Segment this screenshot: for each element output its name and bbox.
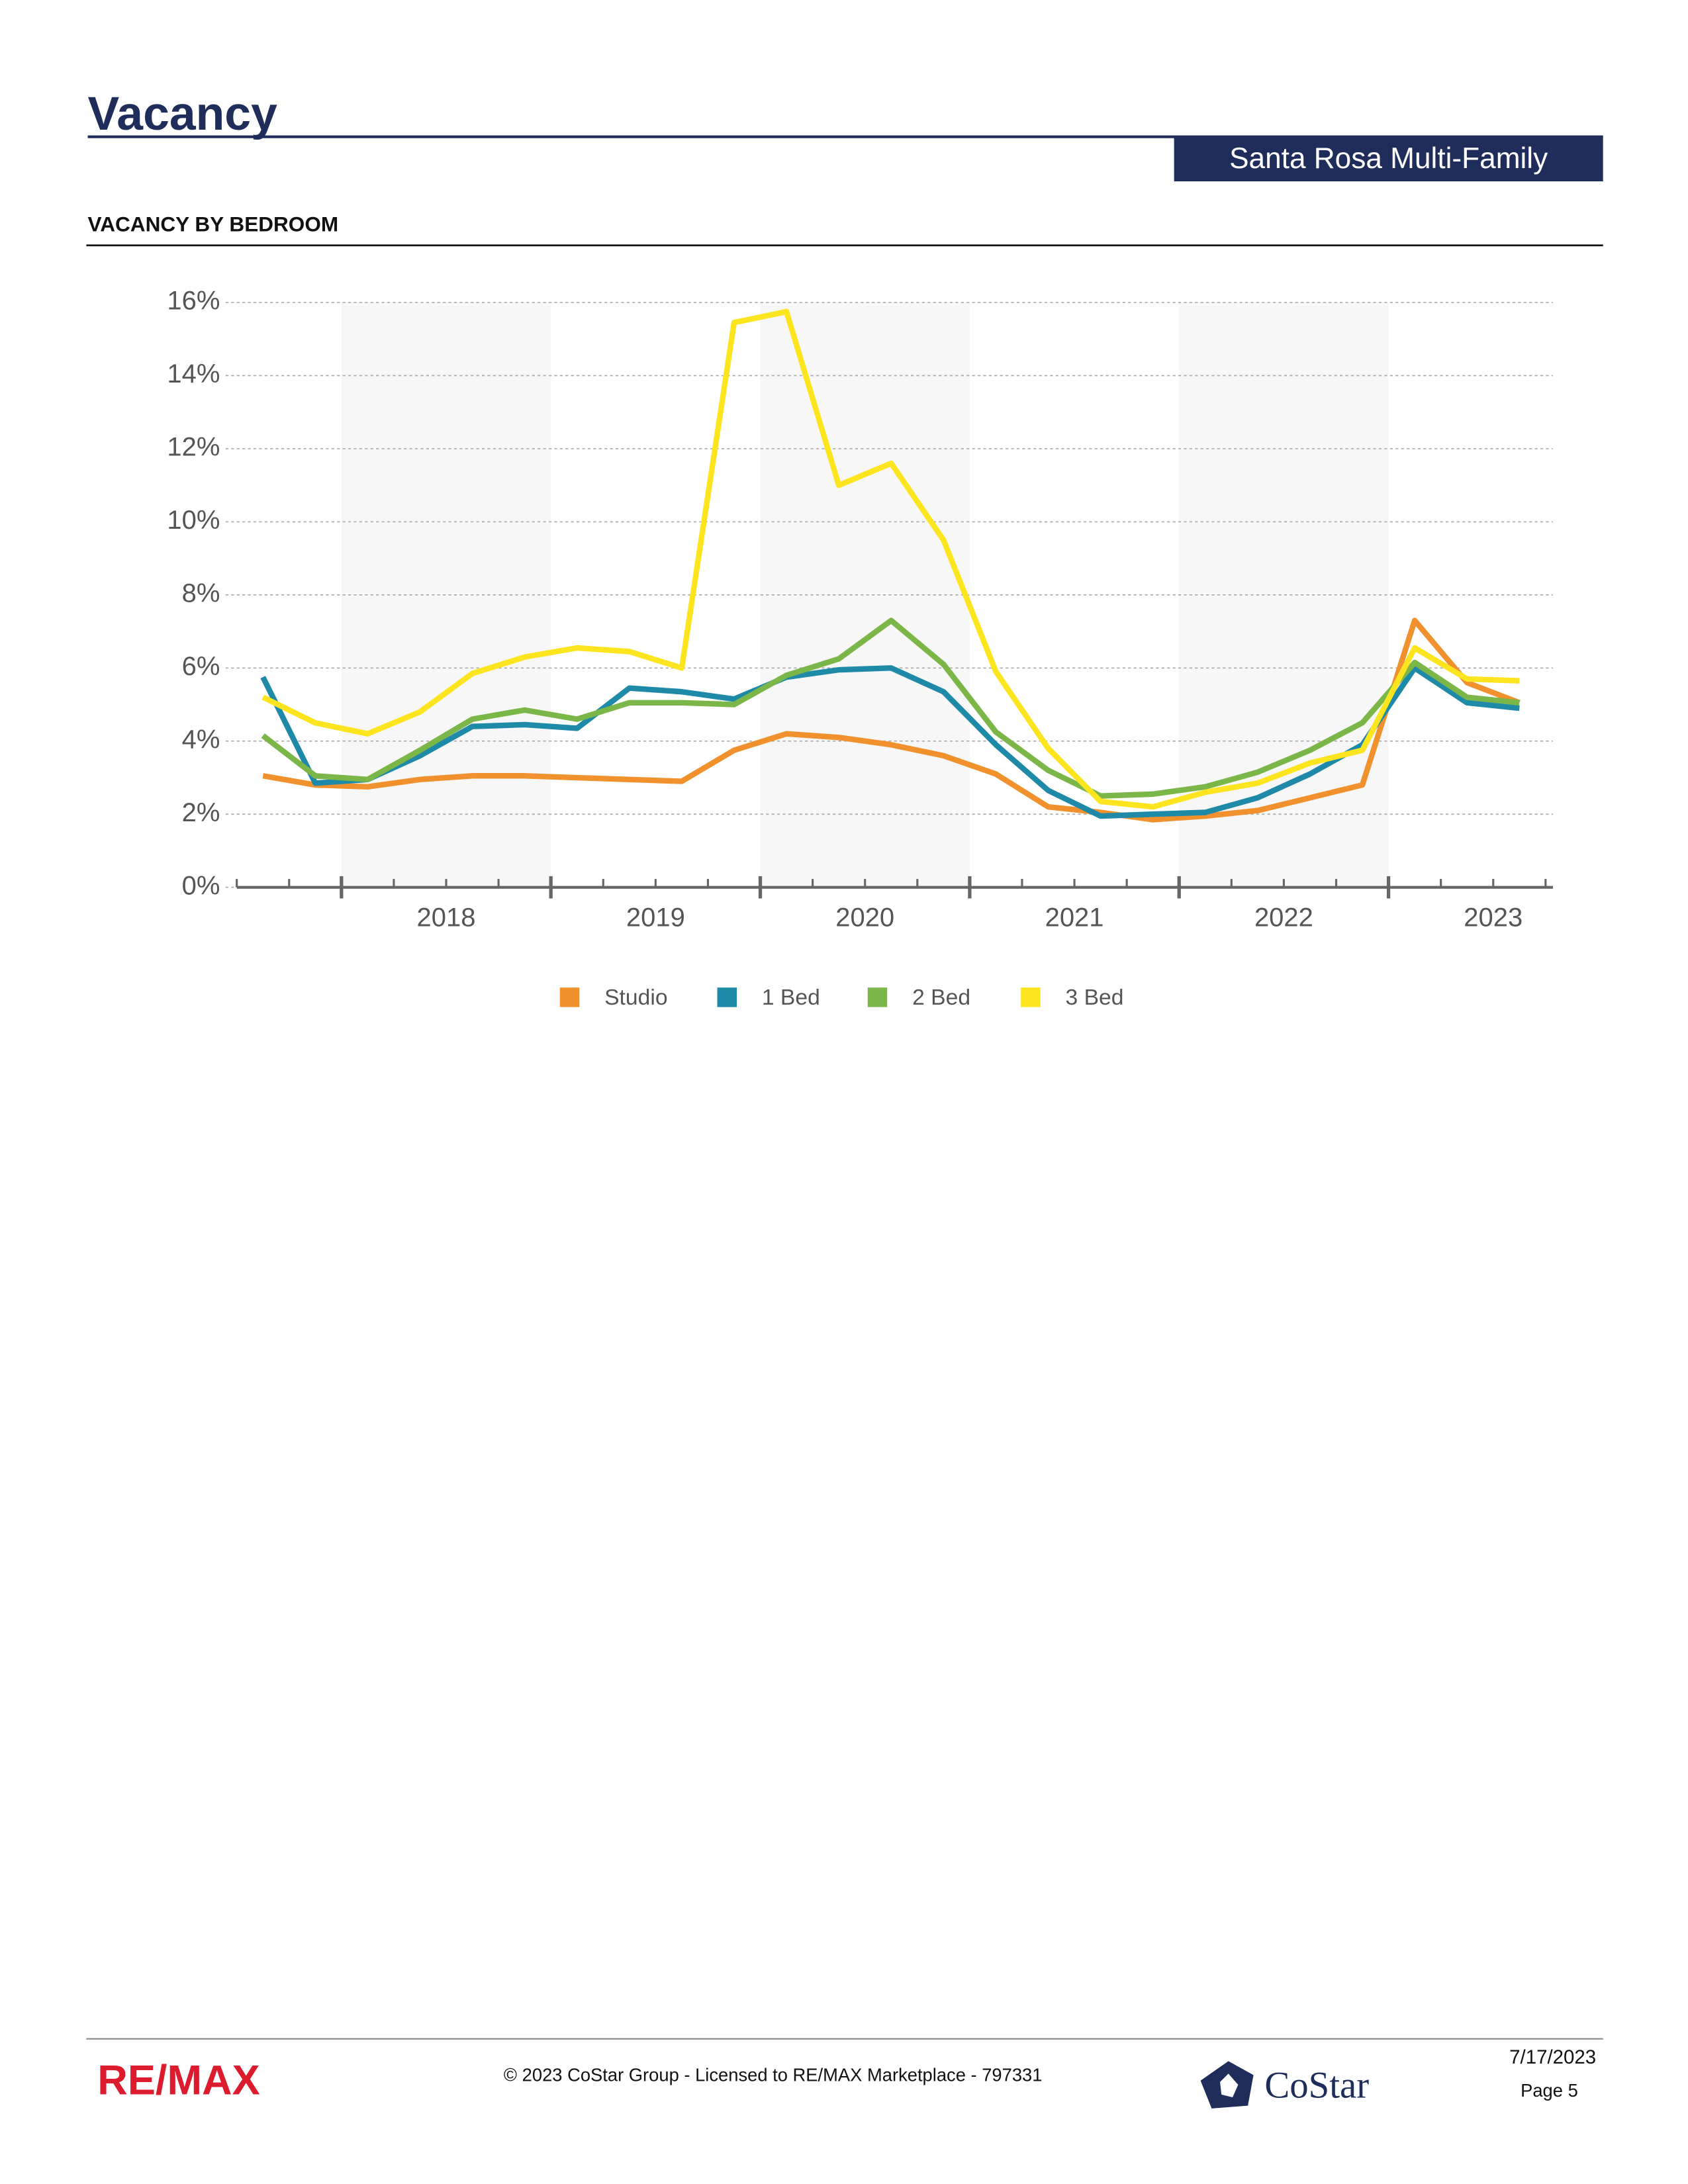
legend-label: 3 Bed	[1066, 985, 1124, 1010]
y-tick-label: 10%	[167, 506, 220, 535]
x-tick-label: 2022	[1254, 903, 1313, 933]
page-title: Vacancy	[88, 87, 278, 140]
copyright: © 2023 CoStar Group - Licensed to RE/MAX…	[504, 2065, 1043, 2085]
x-tick-label: 2020	[835, 903, 894, 933]
legend-label: 2 Bed	[912, 985, 970, 1010]
y-tick-label: 6%	[182, 652, 220, 681]
y-tick-label: 14%	[167, 359, 220, 388]
x-tick-label: 2023	[1464, 903, 1523, 933]
legend-swatch	[559, 987, 580, 1007]
legend-swatch	[867, 987, 888, 1007]
year-band	[760, 302, 970, 887]
logo-icon-center	[1220, 2073, 1239, 2098]
y-tick-label: 16%	[167, 287, 220, 316]
y-tick-label: 4%	[182, 725, 220, 754]
y-tick-label: 0%	[182, 871, 220, 900]
legend-label: 1 Bed	[762, 985, 820, 1010]
x-tick-label: 2018	[417, 903, 476, 933]
page-number: Page 5	[1521, 2080, 1578, 2101]
series-line	[260, 665, 1520, 819]
x-tick-label: 2019	[626, 903, 685, 933]
y-tick-label: 12%	[167, 433, 220, 462]
series-line	[261, 308, 1520, 810]
y-tick-label: 2%	[182, 798, 220, 827]
y-tick-label: 8%	[182, 578, 220, 608]
badge-text: Santa Rosa Multi-Family	[1229, 142, 1548, 175]
series-line	[261, 617, 1520, 799]
legend-swatch	[717, 987, 737, 1007]
section-title: VACANCY BY BEDROOM	[88, 212, 339, 236]
legend-label: Studio	[604, 985, 667, 1010]
date: 7/17/2023	[1509, 2046, 1596, 2068]
x-tick-label: 2021	[1045, 903, 1104, 933]
badge	[1174, 136, 1603, 182]
chart: 0% 2% 4% 6% 8% 10% 12% 14% 16% 2018 2019 2020 2021 20…	[167, 287, 1553, 1010]
legend-swatch	[1021, 987, 1041, 1007]
costar-logo: CoStar	[1264, 2064, 1369, 2106]
series-line	[262, 617, 1521, 823]
brand-logo: RE/MAX	[97, 2058, 259, 2104]
